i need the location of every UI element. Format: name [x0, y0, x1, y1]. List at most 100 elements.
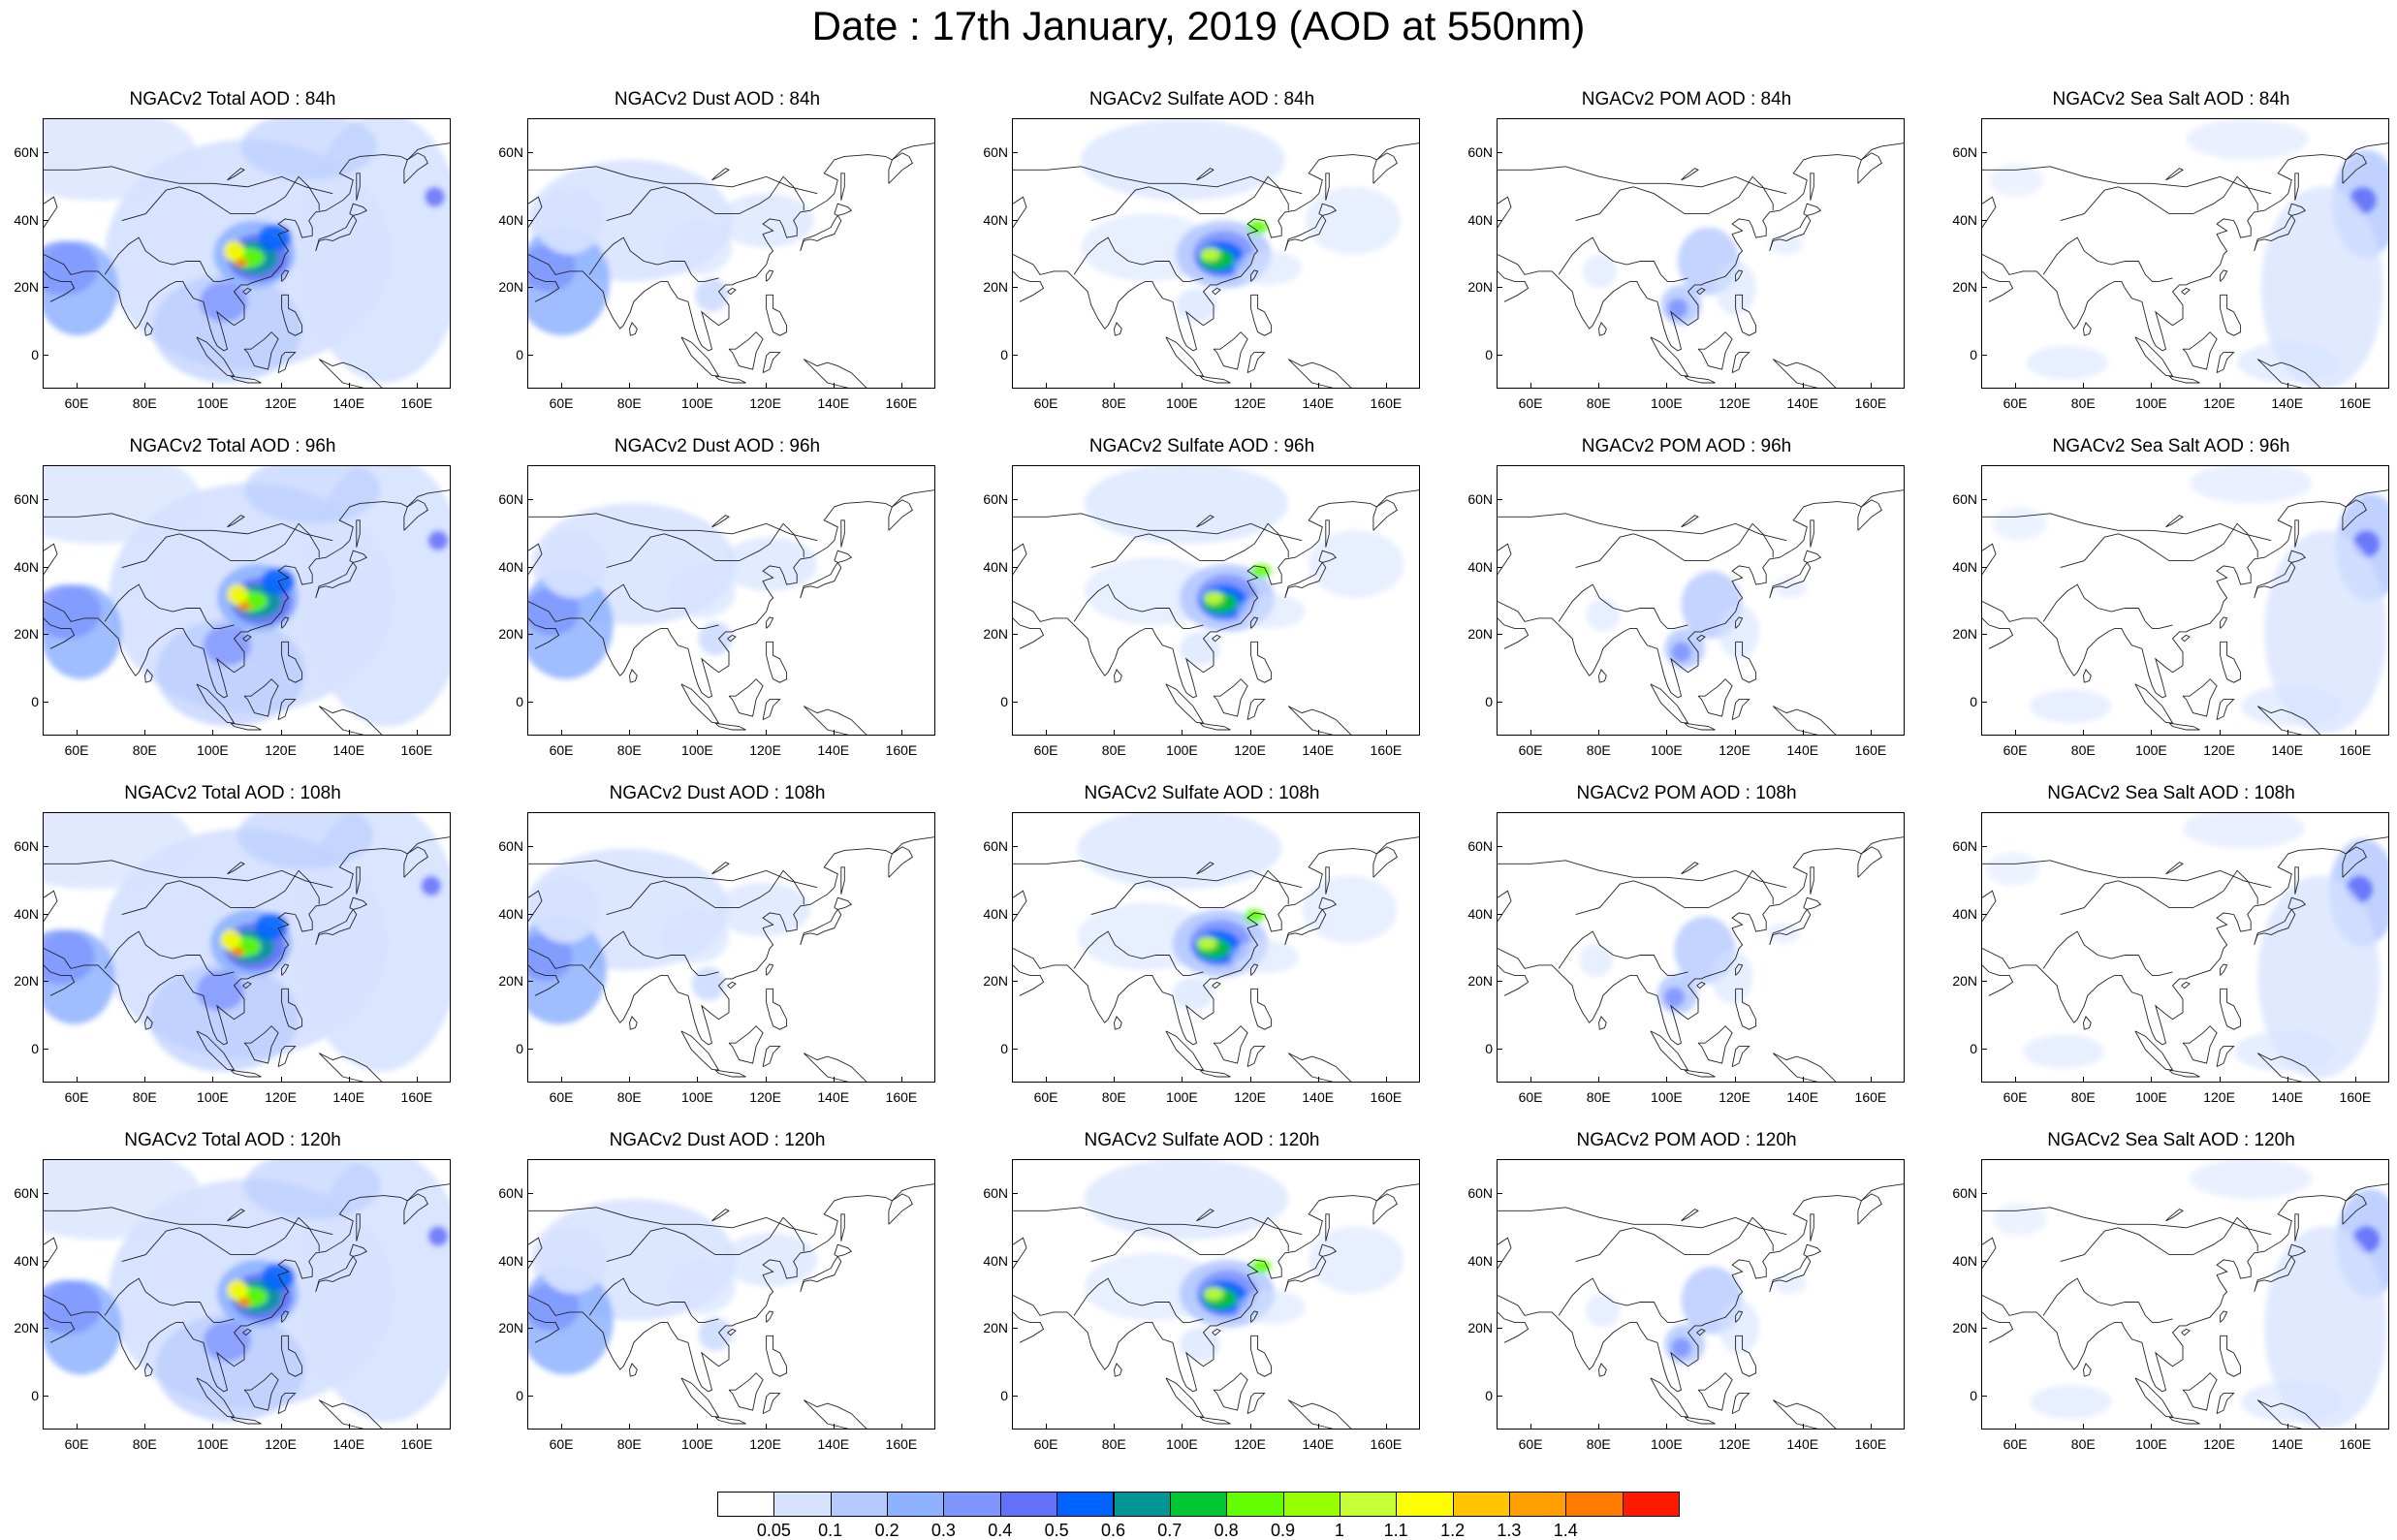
- aod-shading: [1077, 813, 1398, 1011]
- aod-blob: [1244, 909, 1265, 924]
- coastline: [1735, 988, 1757, 1030]
- coastline: [281, 641, 303, 683]
- lon-tick: [1182, 730, 1183, 736]
- coastline: [1598, 1363, 1607, 1377]
- coastline: [2060, 869, 2258, 916]
- lat-tick-label: 40N: [1952, 211, 1977, 228]
- colorbar-swatch: [1226, 1492, 1284, 1517]
- coastline: [2220, 641, 2242, 683]
- coastline: [1498, 489, 1904, 699]
- lon-tick: [1114, 1424, 1116, 1430]
- coastline: [44, 860, 333, 889]
- coastlines: [1982, 836, 2388, 1082]
- coastline: [588, 1277, 719, 1323]
- coastline: [44, 489, 450, 699]
- lon-tick-label: 120E: [265, 742, 297, 758]
- lon-tick-label: 140E: [1302, 742, 1335, 758]
- colorbar-swatch: [830, 1492, 889, 1517]
- coastline: [834, 203, 853, 216]
- coastline: [1073, 930, 1204, 976]
- lon-tick-label: 80E: [2070, 742, 2096, 758]
- lat-tick: [1497, 1396, 1502, 1398]
- lon-tick: [2151, 1077, 2153, 1083]
- lon-tick-label: 140E: [2271, 1436, 2304, 1452]
- lon-tick: [348, 730, 350, 736]
- coastline: [349, 896, 368, 910]
- coastline: [1284, 908, 1327, 946]
- lon-tick-label: 160E: [2339, 395, 2372, 411]
- coastline: [888, 499, 913, 531]
- lon-tick-label: 120E: [1234, 742, 1266, 758]
- lon-tick-label: 120E: [749, 742, 781, 758]
- lon-tick: [900, 730, 902, 736]
- coastline: [1013, 1207, 1303, 1236]
- aod-blob: [660, 909, 729, 964]
- panel-title: NGACv2 Total AOD : 120h: [124, 1130, 341, 1150]
- lon-tick-label: 120E: [265, 1089, 297, 1105]
- aod-map: [1498, 142, 1904, 388]
- aod-map: [1013, 466, 1419, 735]
- coastline: [1498, 142, 1904, 352]
- aod-blob: [1179, 631, 1221, 666]
- lon-tick: [212, 730, 214, 736]
- lon-tick: [2151, 1424, 2153, 1430]
- lat-tick-label: 60N: [14, 837, 39, 854]
- lon-tick: [833, 730, 835, 736]
- coastline: [588, 583, 719, 629]
- coastline: [2342, 846, 2367, 878]
- lat-tick: [1497, 1328, 1502, 1330]
- coastline: [1212, 981, 1221, 990]
- lat-tick-label: 0: [31, 1388, 39, 1404]
- lat-tick: [527, 702, 533, 704]
- lat-tick-label: 40N: [1952, 558, 1977, 575]
- coastline: [1212, 1328, 1221, 1336]
- coastline: [44, 1183, 450, 1393]
- coastline: [1013, 513, 1303, 542]
- lat-tick: [1012, 1192, 1018, 1194]
- lat-tick: [527, 1192, 533, 1194]
- coastlines: [528, 142, 934, 388]
- map-panel-pom-row1: NGACv2 POM AOD : 84h 60N 40N 20N 0 60E 80E 100E…: [1454, 89, 1919, 419]
- coastline: [44, 1207, 333, 1236]
- coastline: [1498, 964, 1530, 996]
- aod-blob: [1663, 987, 1685, 1008]
- lon-tick: [1317, 730, 1319, 736]
- coastline: [1114, 669, 1122, 683]
- coastline: [1073, 583, 1204, 629]
- lat-tick: [1497, 1260, 1502, 1262]
- coastline: [888, 1193, 913, 1225]
- coastline: [121, 522, 320, 569]
- coastline: [281, 294, 303, 336]
- lat-tick-label: 60N: [498, 490, 523, 507]
- lon-tick: [765, 1424, 767, 1430]
- coastline: [1575, 175, 1774, 222]
- coastline: [1013, 166, 1303, 195]
- lat-tick: [1012, 634, 1018, 636]
- lon-tick: [765, 730, 767, 736]
- colorbar-swatch: [717, 1492, 775, 1517]
- lon-tick: [1249, 1424, 1251, 1430]
- coastline: [728, 1372, 764, 1411]
- colorbar-swatch: [1057, 1492, 1115, 1517]
- coastlines: [528, 489, 934, 735]
- lat-tick-label: 60N: [1467, 1184, 1493, 1201]
- coastline: [2216, 1393, 2235, 1415]
- coastline: [1735, 641, 1757, 683]
- lon-tick: [1598, 1077, 1600, 1083]
- lon-tick-label: 160E: [400, 1436, 433, 1452]
- lat-tick-label: 40N: [498, 211, 523, 228]
- lat-tick-label: 40N: [1952, 1252, 1977, 1269]
- coastline: [728, 331, 764, 370]
- aod-map: [1013, 119, 1419, 388]
- lat-tick: [1012, 702, 1018, 704]
- lon-tick-label: 60E: [1033, 1089, 1058, 1105]
- lon-tick-label: 80E: [1101, 742, 1126, 758]
- lat-tick-label: 20N: [1467, 279, 1493, 296]
- coastline: [528, 513, 818, 542]
- coastline: [1575, 1216, 1774, 1263]
- lon-tick: [2219, 383, 2221, 389]
- coastline: [528, 270, 560, 302]
- aod-shading: [44, 119, 450, 383]
- lon-tick-label: 80E: [616, 1089, 642, 1105]
- coastline: [1213, 331, 1248, 370]
